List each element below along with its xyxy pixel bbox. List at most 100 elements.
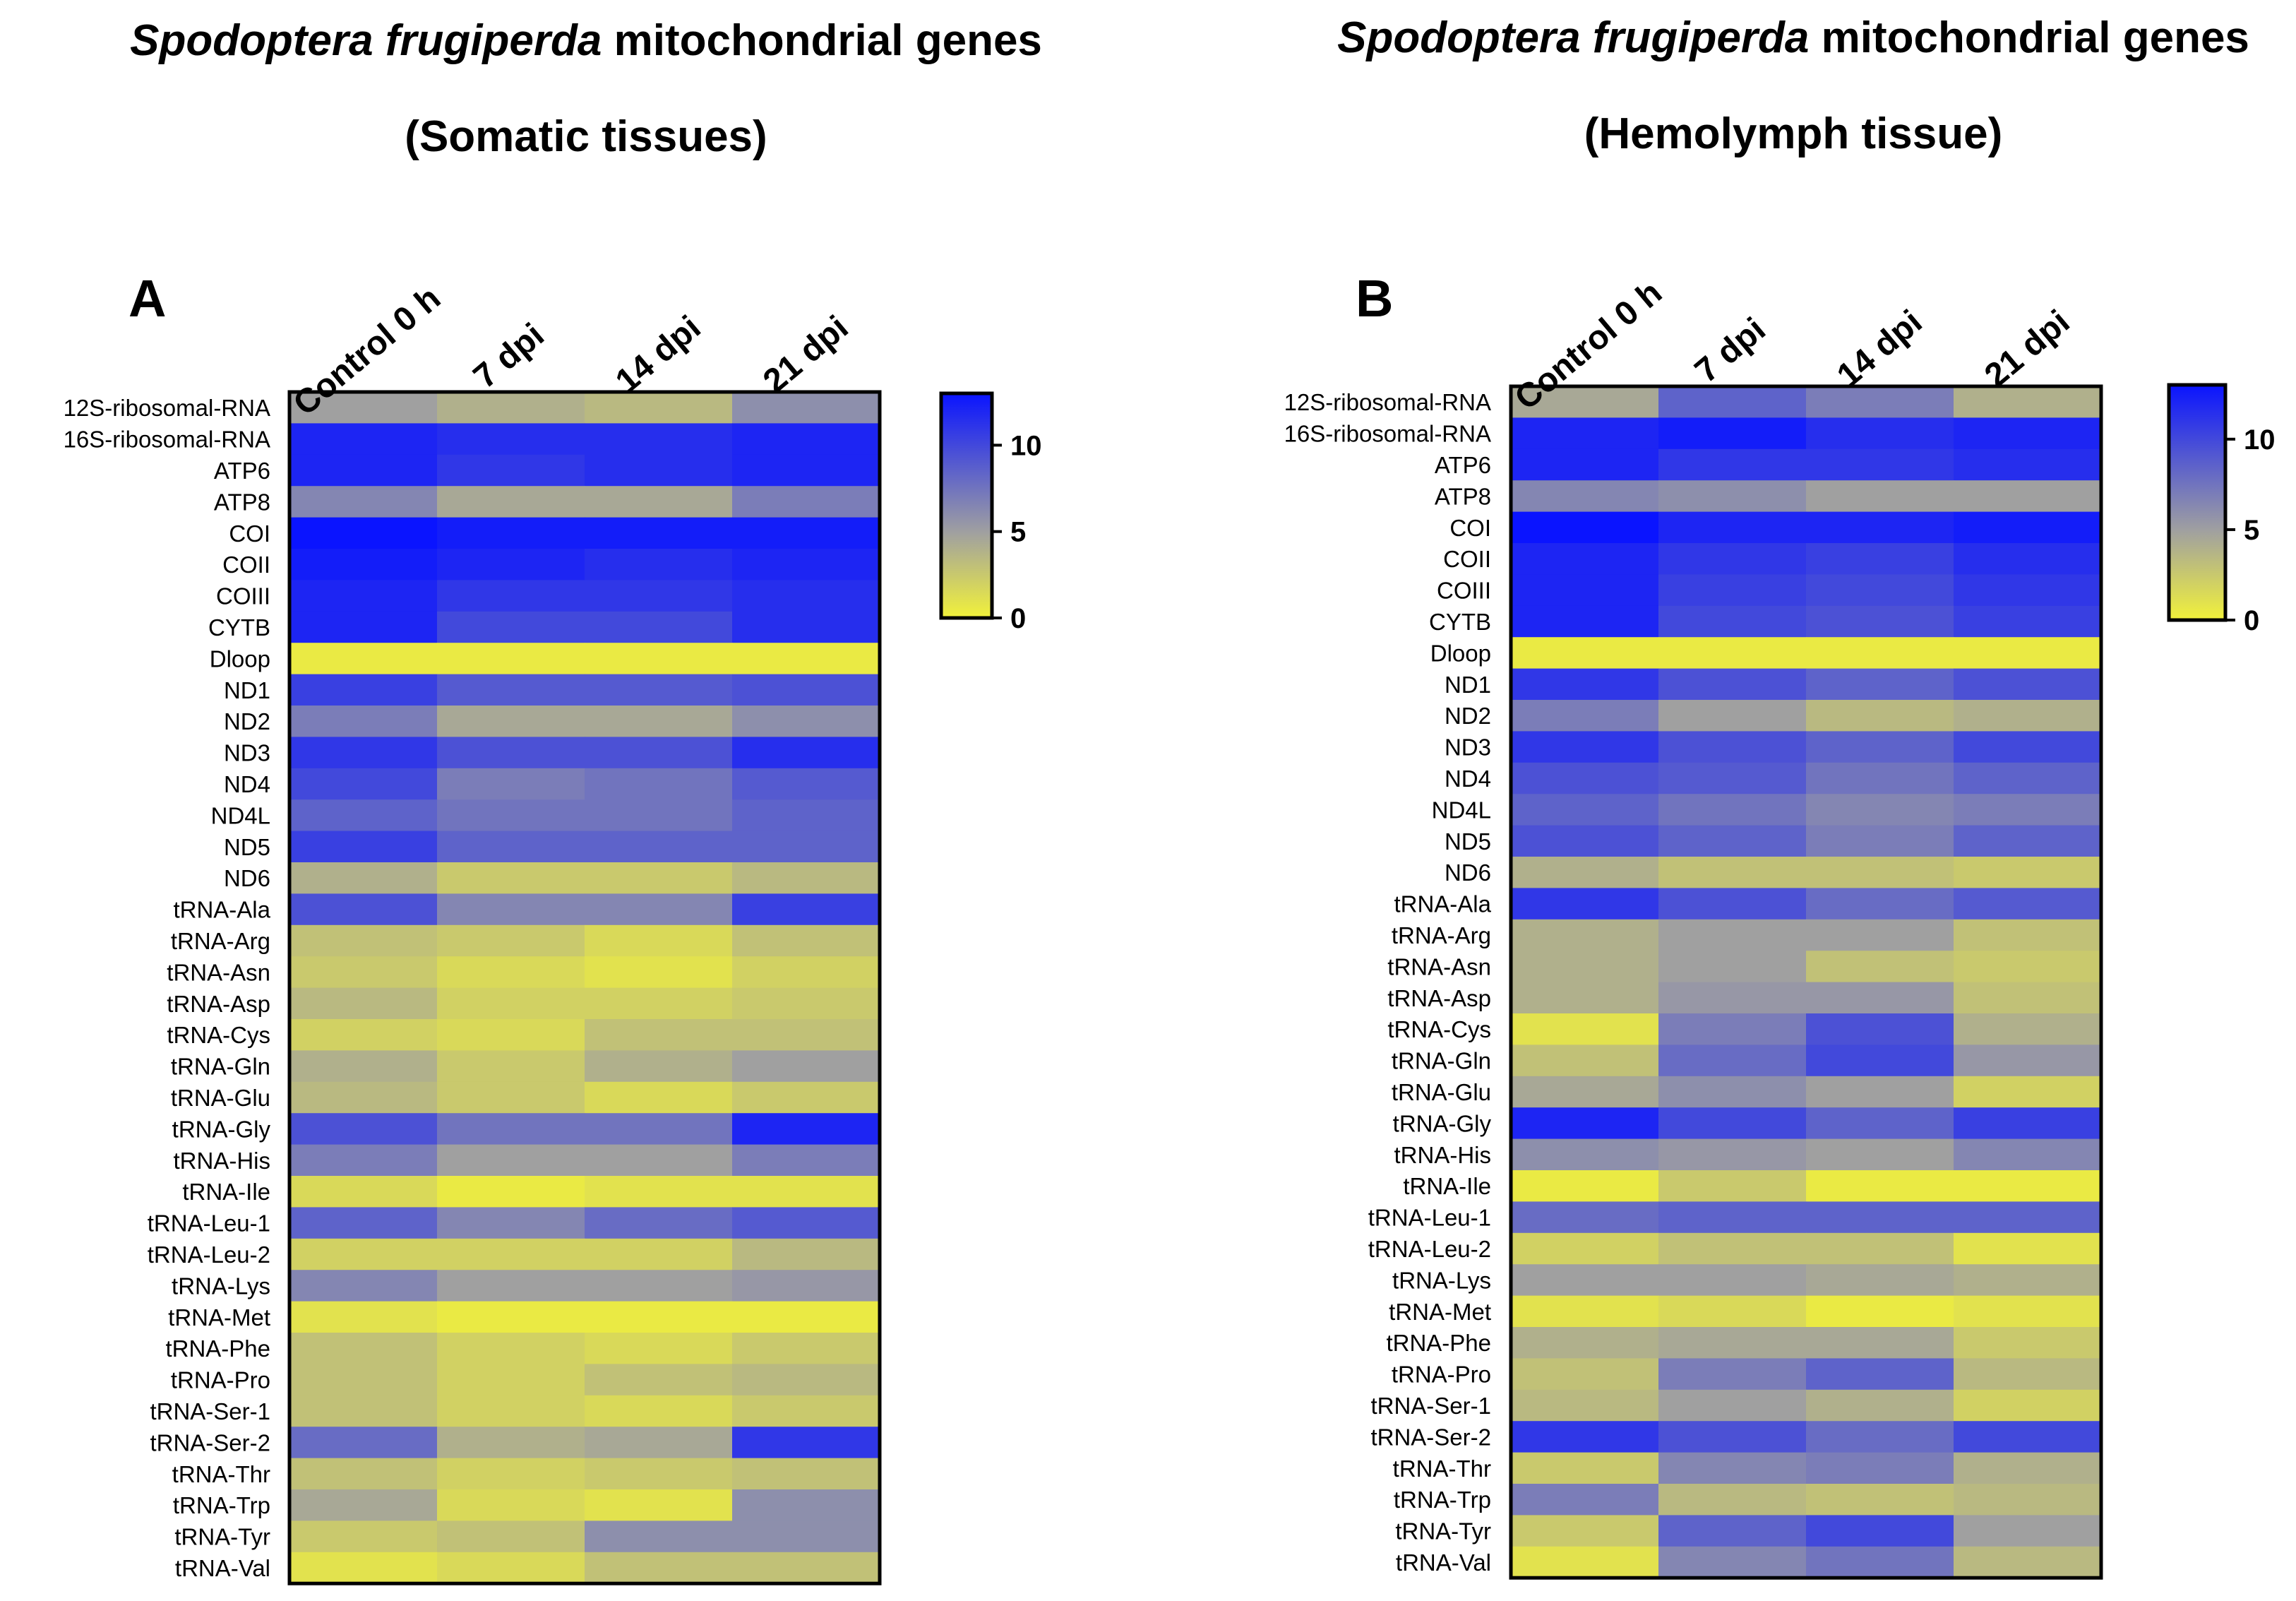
panel-b-letter: B [1356,269,1394,328]
column-label: 21 dpi [756,309,855,400]
heatmap-cell-b-tRNA-Asn-3 [1954,951,2102,983]
row-label: 12S-ribosomal-RNA [64,395,270,421]
heatmap-cell-b-ND2-1 [1658,700,1807,732]
heatmap-cell-a-ND2-2 [585,706,733,737]
heatmap-cell-b-ND5-2 [1806,825,1954,857]
row-label: ND2 [1445,703,1491,729]
heatmap-cell-a-16S-ribosomal-RNA-0 [289,423,438,456]
heatmap-cell-b-CYTB-2 [1806,605,1954,638]
panel-a-letter: A [128,269,167,328]
heatmap-cell-a-ND4L-3 [732,799,880,832]
heatmap-cell-b-COII-1 [1658,543,1807,575]
row-label: CYTB [1429,609,1491,635]
heatmap-cell-a-12S-ribosomal-RNA-2 [585,392,733,424]
row-label: COI [229,520,270,547]
heatmap-cell-b-tRNA-Cys-0 [1511,1013,1659,1045]
heatmap-cell-b-tRNA-Leu-2-3 [1954,1232,2102,1265]
heatmap-cell-a-tRNA-Cys-3 [732,1019,880,1051]
heatmap-cell-a-tRNA-Ala-0 [289,893,438,926]
heatmap-cell-b-COIII-3 [1954,574,2102,607]
heatmap-cell-b-ND5-0 [1511,825,1659,857]
heatmap-cell-b-ND2-3 [1954,700,2102,732]
heatmap-cell-b-tRNA-Val-3 [1954,1546,2102,1578]
heatmap-cell-b-ND6-1 [1658,857,1807,888]
heatmap-cell-b-ND2-0 [1511,700,1659,732]
row-label: tRNA-Cys [1387,1016,1491,1042]
heatmap-cell-b-tRNA-His-0 [1511,1138,1659,1171]
heatmap-cell-a-tRNA-Thr-1 [437,1458,585,1490]
heatmap-cell-b-ND1-2 [1806,668,1954,701]
heatmap-cell-b-ND3-3 [1954,731,2102,763]
heatmap-cell-a-tRNA-Leu-2-3 [732,1238,880,1270]
heatmap-cell-b-tRNA-Leu-1-0 [1511,1201,1659,1234]
heatmap-cell-b-tRNA-Pro-1 [1658,1358,1807,1391]
heatmap-cell-a-tRNA-Asn-2 [585,956,733,989]
row-label: 16S-ribosomal-RNA [1284,421,1491,447]
heatmap-cell-b-tRNA-Leu-1-2 [1806,1201,1954,1234]
heatmap-cell-b-tRNA-Ala-2 [1806,888,1954,920]
row-label: tRNA-Leu-1 [1368,1205,1491,1231]
heatmap-cell-a-tRNA-Thr-3 [732,1458,880,1490]
heatmap-cell-a-12S-ribosomal-RNA-1 [437,392,585,424]
heatmap-cell-b-tRNA-Glu-2 [1806,1076,1954,1108]
heatmap-cell-b-12S-ribosomal-RNA-3 [1954,386,2102,418]
row-label: tRNA-Pro [171,1367,270,1393]
heatmap-cell-a-Dloop-1 [437,643,585,675]
row-label: Dloop [210,645,270,672]
heatmap-cell-a-ND4L-1 [437,799,585,832]
heatmap-cell-b-ATP6-3 [1954,448,2102,481]
heatmap-cell-a-ATP6-3 [732,454,880,487]
heatmap-cell-a-tRNA-Cys-0 [289,1019,438,1051]
heatmap-cell-a-tRNA-Pro-3 [732,1364,880,1396]
heatmap-cell-a-tRNA-Tyr-2 [585,1520,733,1553]
heatmap-cell-a-CYTB-1 [437,611,585,643]
heatmap-cell-b-COI-2 [1806,511,1954,544]
heatmap-cell-a-tRNA-Tyr-0 [289,1520,438,1553]
heatmap-cell-a-COIII-1 [437,580,585,612]
row-label: ND5 [224,834,270,860]
heatmap-cell-a-tRNA-Asn-1 [437,956,585,989]
panel-a-subtitle: (Somatic tissues) [405,112,767,161]
heatmap-cell-b-16S-ribosomal-RNA-3 [1954,417,2102,450]
heatmap-cell-b-tRNA-Leu-1-1 [1658,1201,1807,1234]
heatmap-cell-a-CYTB-2 [585,611,733,643]
heatmap-cell-a-16S-ribosomal-RNA-3 [732,423,880,456]
heatmap-cell-a-tRNA-Lys-3 [732,1270,880,1302]
column-label: 7 dpi [1688,311,1773,391]
heatmap-cell-b-tRNA-Thr-1 [1658,1452,1807,1484]
heatmap-cell-b-ND4-3 [1954,762,2102,794]
heatmap-cell-a-tRNA-Met-3 [732,1301,880,1333]
row-label: COI [1449,515,1491,541]
row-label: tRNA-Lys [172,1273,270,1299]
heatmap-cell-a-tRNA-His-2 [585,1144,733,1177]
heatmap-cell-b-tRNA-Trp-0 [1511,1484,1659,1516]
colorbar-tick-label: 10 [1010,430,1042,461]
heatmap-cell-b-tRNA-Pro-3 [1954,1358,2102,1391]
heatmap-cell-b-CYTB-1 [1658,605,1807,638]
heatmap-cell-b-tRNA-Asp-1 [1658,982,1807,1014]
row-label: ND1 [1445,672,1491,698]
heatmap-cell-b-ND4-1 [1658,762,1807,794]
heatmap-cell-b-tRNA-Tyr-0 [1511,1515,1659,1547]
heatmap-cell-b-tRNA-Met-0 [1511,1295,1659,1328]
heatmap-cell-a-ND3-0 [289,737,438,769]
row-label: tRNA-Ser-1 [150,1398,270,1424]
row-label: tRNA-Gln [1392,1048,1491,1074]
heatmap-cell-a-tRNA-Asp-3 [732,987,880,1020]
heatmap-cell-a-COII-0 [289,549,438,581]
heatmap-cell-a-tRNA-Met-0 [289,1301,438,1333]
heatmap-cell-b-tRNA-Met-1 [1658,1295,1807,1328]
heatmap-cell-a-ND2-0 [289,706,438,737]
heatmap-cell-a-ND6-1 [437,862,585,894]
heatmap-cell-a-tRNA-Val-1 [437,1552,585,1584]
heatmap-cell-b-tRNA-Gln-2 [1806,1044,1954,1077]
row-label: tRNA-Arg [1392,922,1491,948]
heatmap-cell-b-COIII-2 [1806,574,1954,607]
heatmap-cell-b-COII-2 [1806,543,1954,575]
row-label: tRNA-Leu-2 [148,1242,270,1268]
row-label: tRNA-Met [1389,1299,1491,1325]
heatmap-cell-b-tRNA-Val-1 [1658,1546,1807,1578]
row-label: tRNA-His [174,1148,271,1174]
heatmap-cell-b-12S-ribosomal-RNA-1 [1658,386,1807,418]
heatmap-cell-b-tRNA-Leu-2-0 [1511,1232,1659,1265]
